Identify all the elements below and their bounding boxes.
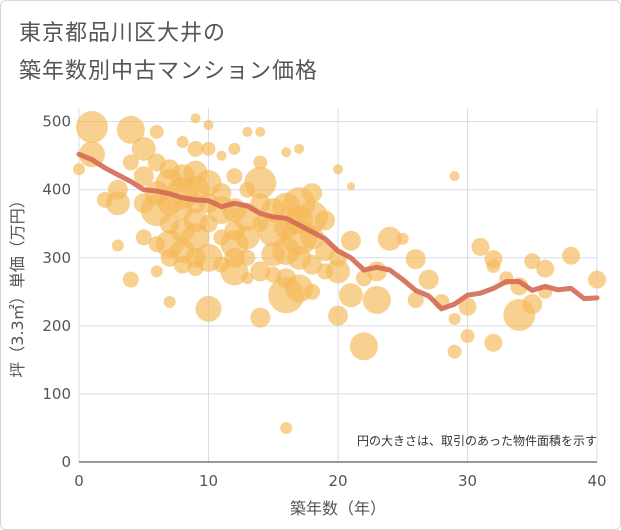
x-axis-label: 築年数（年）	[290, 499, 386, 518]
bubble-point	[484, 333, 503, 352]
bubble-point	[195, 295, 222, 322]
trend-layer	[76, 151, 600, 312]
x-axis-ticks: 0 10 20 30 40	[74, 472, 606, 490]
bubble-point	[187, 140, 204, 157]
bubble-point	[122, 271, 139, 288]
bubble-point	[111, 239, 124, 252]
bubble-point	[562, 246, 581, 265]
bubble-point	[396, 232, 409, 245]
y-tick-label: 400	[42, 181, 71, 199]
bubble-point	[304, 283, 321, 300]
bubble-point	[377, 226, 402, 251]
bubble-point	[150, 265, 163, 278]
y-axis-ticks: 0 100 200 300 400 500	[42, 113, 71, 471]
y-tick-label: 200	[42, 317, 71, 335]
bubble-point	[486, 258, 501, 273]
bubble-point	[458, 297, 477, 316]
bubble-point	[122, 154, 139, 171]
bubble-point	[447, 344, 462, 359]
bubble-point	[116, 115, 145, 144]
bubble-point	[131, 136, 156, 161]
bubble-point	[460, 329, 475, 344]
y-tick-label: 500	[42, 113, 71, 131]
bubble-point	[407, 291, 424, 308]
bubble-point	[176, 136, 189, 149]
bubble-point	[315, 210, 336, 231]
bubble-point	[250, 261, 271, 282]
y-tick-label: 100	[42, 385, 71, 403]
trend-line	[76, 151, 600, 312]
bubble-point	[338, 283, 363, 308]
size-note: 円の大きさは、取引のあった物件面積を示す	[357, 433, 597, 448]
bubble-point	[328, 305, 348, 326]
bubble-point	[280, 421, 293, 434]
bubble-point	[362, 285, 391, 314]
bubble-point	[216, 150, 227, 161]
bubble-point	[135, 229, 152, 246]
bubble-point	[228, 142, 241, 155]
bubble-point	[448, 313, 461, 326]
chart-title-line1: 東京都品川区大井の	[19, 21, 227, 46]
bubble-point	[302, 254, 323, 275]
bubble-point	[333, 164, 343, 175]
bubble-point	[163, 296, 176, 309]
y-tick-label: 0	[61, 453, 71, 471]
bubble-point	[366, 261, 387, 282]
bubble-point	[73, 163, 85, 176]
bubble-point	[203, 120, 214, 131]
bubble-point	[75, 111, 108, 144]
bubble-point	[471, 237, 490, 256]
bubble-point	[524, 253, 541, 270]
bubble-point	[107, 179, 128, 200]
bubble-point	[242, 126, 253, 137]
bubble-point	[253, 155, 268, 170]
bubble-point	[326, 259, 350, 284]
bubble-layer	[73, 111, 606, 434]
bubble-point	[340, 230, 361, 251]
x-tick-label: 20	[328, 472, 347, 490]
bubble-point	[235, 225, 260, 250]
bubble-point	[201, 141, 216, 156]
x-tick-label: 40	[587, 472, 606, 490]
bubble-point	[239, 249, 256, 266]
bubble-point	[294, 143, 305, 154]
bubble-point	[418, 269, 439, 290]
bubble-point	[226, 168, 243, 185]
bubble-point	[349, 332, 378, 361]
bubble-point	[346, 182, 355, 191]
bubble-point	[302, 183, 323, 204]
x-tick-label: 10	[199, 472, 218, 490]
bubble-point	[190, 113, 201, 124]
bubble-point	[250, 307, 271, 328]
bubble-point	[281, 147, 292, 158]
bubble-point	[244, 166, 277, 199]
bubble-point	[405, 249, 426, 270]
bubble-point	[149, 124, 164, 139]
bubble-point	[133, 166, 154, 187]
bubble-point	[536, 259, 555, 278]
y-axis-label: 坪（3.3㎡）単価（万円）	[8, 192, 27, 377]
x-tick-label: 30	[458, 472, 477, 490]
bubble-point	[255, 126, 266, 137]
y-tick-label: 300	[42, 249, 71, 267]
chart-title-line2: 築年数別中古マンション価格	[19, 59, 319, 84]
bubble-point	[449, 171, 460, 182]
bubble-point	[588, 270, 606, 289]
x-tick-label: 0	[74, 472, 84, 490]
bubble-point	[241, 272, 254, 285]
bubble-point	[522, 294, 543, 315]
bubble-point	[78, 141, 105, 168]
